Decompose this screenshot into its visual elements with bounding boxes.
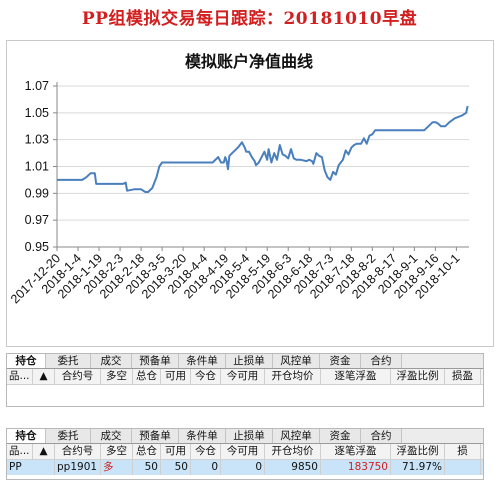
chart-gridlines [57, 85, 469, 248]
col-total[interactable]: 总仓 [133, 444, 161, 459]
col-avg-price[interactable]: 开仓均价 [265, 444, 321, 459]
nav-chart-svg: 模拟账户净值曲线 0.95 0.97 0.99 1.01 1.03 1.05 1.07 20… [8, 52, 469, 306]
y-tick-label: 0.97 [25, 213, 49, 227]
tab-contracts[interactable]: 合约 [361, 429, 402, 443]
cell-direction: 多 [101, 460, 133, 475]
y-tick-label: 1.05 [25, 106, 49, 120]
positions-panel-empty: 持仓 委托 成交 预备单 条件单 止损单 风控单 资金 合约 品... ▲ 合约… [6, 353, 484, 407]
col-available[interactable]: 可用 [161, 444, 191, 459]
col-pnl-ratio[interactable]: 浮盈比例 [391, 444, 445, 459]
col-today[interactable]: 今仓 [191, 369, 221, 384]
nav-chart: 模拟账户净值曲线 0.95 0.97 0.99 1.01 1.03 1.05 1.07 20… [6, 40, 494, 347]
nav-series [57, 105, 469, 193]
y-tick-label: 0.95 [25, 240, 49, 254]
tab-funds[interactable]: 资金 [320, 429, 361, 443]
sort-arrow-icon[interactable]: ▲ [33, 444, 55, 459]
panel-tabs: 持仓 委托 成交 预备单 条件单 止损单 风控单 资金 合约 [7, 429, 483, 444]
tab-trades[interactable]: 成交 [91, 429, 132, 443]
tab-conditional-orders[interactable]: 条件单 [179, 429, 226, 443]
tab-prepared-orders[interactable]: 预备单 [132, 429, 179, 443]
chart-title: 模拟账户净值曲线 [185, 52, 313, 71]
col-contract[interactable]: 合约号 [55, 369, 101, 384]
col-contract[interactable]: 合约号 [55, 444, 101, 459]
tab-conditional-orders[interactable]: 条件单 [179, 354, 226, 368]
tab-funds[interactable]: 资金 [320, 354, 361, 368]
sort-arrow-icon[interactable]: ▲ [33, 369, 55, 384]
cell-float-pnl: 183750 [321, 460, 391, 475]
tab-orders[interactable]: 委托 [46, 354, 91, 368]
nav-series-line [57, 105, 469, 193]
cell-total: 50 [133, 460, 161, 475]
table-header-row: 品... ▲ 合约号 多空 总仓 可用 今仓 今可用 开仓均价 逐笔浮盈 浮盈比… [7, 369, 483, 385]
col-available[interactable]: 可用 [161, 369, 191, 384]
cell-pnl-ratio: 71.97% [391, 460, 445, 475]
col-today-available[interactable]: 今可用 [221, 444, 265, 459]
cell-avg-price: 9850 [265, 460, 321, 475]
cell-today: 0 [191, 460, 221, 475]
tab-stop-loss-orders[interactable]: 止损单 [226, 429, 273, 443]
tab-positions[interactable]: 持仓 [7, 429, 46, 443]
table-row[interactable]: PP pp1901 多 50 50 0 0 9850 183750 71.97% [7, 460, 483, 475]
y-tick-labels: 0.95 0.97 0.99 1.01 1.03 1.05 1.07 [25, 79, 49, 254]
col-today[interactable]: 今仓 [191, 444, 221, 459]
col-loss-profit[interactable]: 损盈 [445, 369, 481, 384]
y-tick-label: 1.07 [25, 79, 49, 93]
x-tick-labels: 2017-12-202018-1-42018-1-192018-2-32018-… [8, 251, 463, 306]
col-product[interactable]: 品... [7, 369, 33, 384]
tab-contracts[interactable]: 合约 [361, 354, 402, 368]
tab-stop-loss-orders[interactable]: 止损单 [226, 354, 273, 368]
cell-today-available: 0 [221, 460, 265, 475]
col-float-pnl[interactable]: 逐笔浮盈 [321, 369, 391, 384]
tab-risk-orders[interactable]: 风控单 [273, 354, 320, 368]
col-avg-price[interactable]: 开仓均价 [265, 369, 321, 384]
col-product[interactable]: 品... [7, 444, 33, 459]
panel-tabs: 持仓 委托 成交 预备单 条件单 止损单 风控单 资金 合约 [7, 354, 483, 369]
table-header-row: 品... ▲ 合约号 多空 总仓 可用 今仓 今可用 开仓均价 逐笔浮盈 浮盈比… [7, 444, 483, 460]
tab-orders[interactable]: 委托 [46, 429, 91, 443]
tab-positions[interactable]: 持仓 [7, 354, 46, 368]
col-float-pnl[interactable]: 逐笔浮盈 [321, 444, 391, 459]
y-tick-label: 1.01 [25, 160, 49, 174]
col-loss-profit[interactable]: 损 [445, 444, 481, 459]
tab-prepared-orders[interactable]: 预备单 [132, 354, 179, 368]
cell-contract: pp1901 [55, 460, 101, 475]
cell-product: PP [7, 460, 55, 475]
tab-risk-orders[interactable]: 风控单 [273, 429, 320, 443]
col-pnl-ratio[interactable]: 浮盈比例 [391, 369, 445, 384]
cell-loss-profit [445, 460, 481, 475]
page-title: PP组模拟交易每日跟踪：20181010早盘 [81, 9, 418, 29]
tab-trades[interactable]: 成交 [91, 354, 132, 368]
y-tick-label: 0.99 [25, 186, 49, 200]
col-today-available[interactable]: 今可用 [221, 369, 265, 384]
positions-panel: 持仓 委托 成交 预备单 条件单 止损单 风控单 资金 合约 品... ▲ 合约… [6, 428, 484, 480]
col-direction[interactable]: 多空 [101, 369, 133, 384]
col-direction[interactable]: 多空 [101, 444, 133, 459]
col-total[interactable]: 总仓 [133, 369, 161, 384]
chart-axes [53, 82, 469, 251]
cell-available: 50 [161, 460, 191, 475]
y-tick-label: 1.03 [25, 133, 49, 147]
